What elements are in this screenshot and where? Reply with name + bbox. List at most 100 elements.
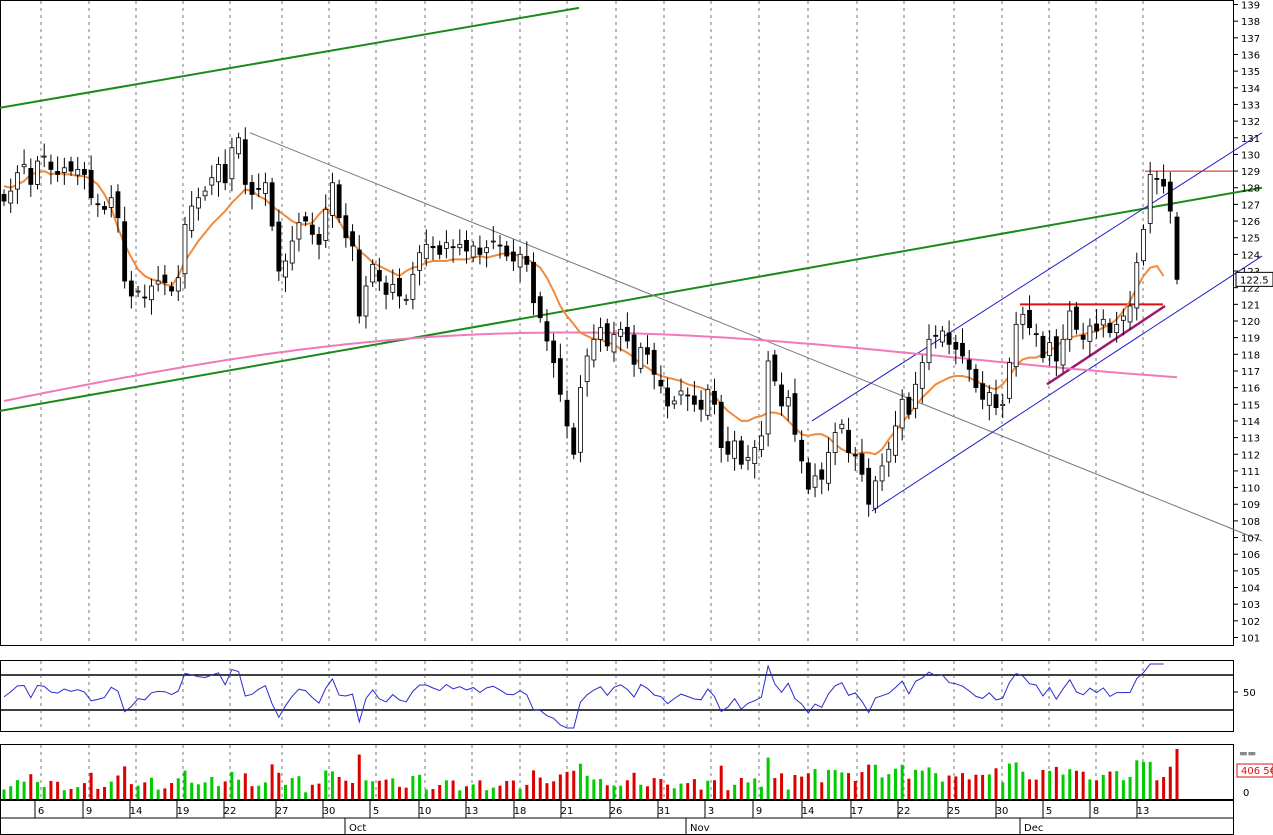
date-label: 14	[130, 806, 143, 817]
candle-body	[886, 448, 892, 463]
volume-bar	[967, 779, 971, 799]
candle	[41, 143, 47, 168]
candle-body	[1033, 333, 1039, 336]
price-tick-label: 122	[1241, 284, 1260, 295]
price-panel[interactable]	[0, 0, 1263, 646]
volume-bar	[880, 777, 884, 799]
volume-bar	[719, 765, 723, 799]
candle-body	[859, 453, 865, 475]
price-tick-label: 116	[1241, 384, 1260, 395]
candle-body	[537, 296, 543, 319]
candle	[879, 453, 885, 491]
volume-bar	[545, 783, 549, 799]
candle	[872, 475, 878, 514]
candle	[1067, 301, 1073, 352]
candle	[1141, 224, 1146, 266]
price-axis: 101 102 103 104 105 106 107 108 109 110 111 112 113 1…	[1233, 1, 1273, 645]
candle-body	[1154, 178, 1160, 180]
candle-body	[403, 298, 409, 301]
candle	[638, 342, 644, 374]
volume-bar	[860, 772, 864, 799]
candle	[544, 309, 550, 351]
volume-bar	[558, 774, 562, 799]
candle-body	[222, 164, 228, 184]
candle-body	[584, 355, 590, 383]
candle-body	[443, 242, 449, 249]
volume-bar	[371, 781, 375, 799]
candle-body	[470, 245, 476, 258]
candle	[14, 165, 20, 205]
volume-bar	[1095, 780, 1099, 799]
candle-body	[551, 340, 557, 364]
candle-body	[705, 388, 711, 416]
candle-body	[497, 244, 503, 247]
candle	[309, 212, 315, 245]
price-tick-label: 115	[1241, 400, 1260, 411]
candle-body	[316, 233, 322, 245]
price-tick-label: 118	[1241, 350, 1260, 361]
candle-body	[752, 447, 758, 464]
candle-body	[819, 469, 825, 480]
candle-body	[356, 249, 362, 317]
candle-body	[571, 427, 577, 455]
candle	[443, 230, 449, 259]
candle	[477, 235, 483, 265]
oscillator-panel[interactable]: 50	[0, 660, 1256, 732]
price-tick-label: 105	[1241, 567, 1260, 578]
candle	[745, 445, 751, 471]
candle-body	[108, 197, 114, 208]
volume-bar	[954, 776, 958, 799]
candle	[1047, 330, 1053, 366]
volume-bar	[1014, 762, 1018, 799]
date-label: 31	[658, 806, 671, 817]
ma-long-line	[3, 331, 1178, 402]
candle-body	[122, 221, 128, 282]
candle	[182, 216, 188, 289]
price-tick-label: 133	[1241, 100, 1260, 111]
volume-bar	[237, 779, 241, 799]
candle-body	[564, 399, 570, 427]
candle	[417, 245, 422, 286]
volume-bar	[1088, 779, 1092, 799]
candle	[115, 184, 121, 233]
price-tick-label: 114	[1241, 417, 1260, 428]
green-channel-lower	[0, 186, 1263, 412]
volume-bar	[826, 769, 830, 799]
candle	[48, 154, 54, 185]
volume-bar	[263, 782, 267, 799]
volume-bar	[1101, 774, 1105, 799]
candle-body	[638, 347, 644, 369]
volume-bar	[210, 777, 214, 799]
candle	[738, 435, 744, 470]
candle-body	[490, 240, 496, 243]
candle-body	[8, 190, 14, 204]
candle-body	[1013, 323, 1019, 368]
candle	[913, 371, 918, 419]
candle	[1000, 394, 1006, 419]
candle-body	[738, 440, 744, 465]
volume-bar	[42, 787, 46, 799]
candle	[397, 268, 402, 309]
volume-axis-max: ▬▬	[1239, 749, 1256, 759]
volume-panel[interactable]: 0 ▬▬ 406 5€	[0, 744, 1273, 800]
volume-bar	[766, 757, 770, 799]
candle	[1094, 309, 1099, 339]
candle-body	[1020, 313, 1026, 325]
candle-body	[872, 480, 878, 509]
candle-body	[651, 349, 657, 375]
candle	[1033, 323, 1039, 347]
candle-body	[779, 384, 784, 407]
candle-body	[450, 246, 456, 249]
candle	[236, 132, 242, 159]
date-label: 25	[948, 806, 961, 817]
candle	[457, 229, 463, 256]
candle	[497, 235, 503, 259]
candle-body	[591, 338, 597, 361]
volume-bar	[324, 770, 328, 799]
price-tick-label: 109	[1241, 500, 1260, 511]
volume-bar	[780, 773, 784, 799]
volume-axis-zero: 0	[1243, 788, 1249, 799]
volume-bar	[645, 786, 649, 799]
candle	[296, 212, 302, 252]
